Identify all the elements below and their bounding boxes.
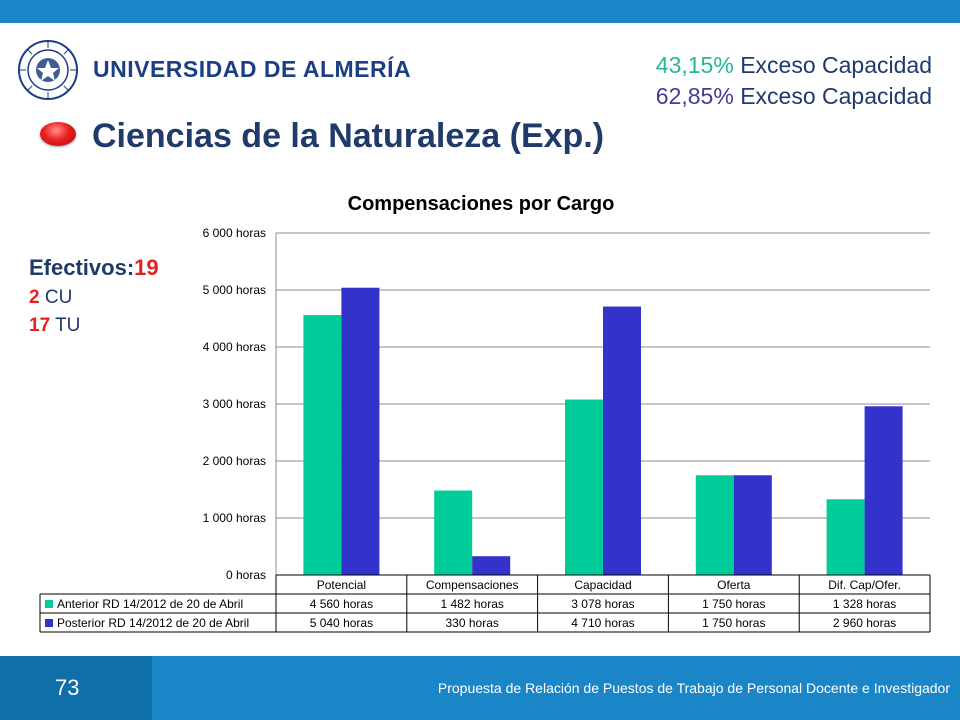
efectivos-total: 19	[134, 255, 159, 280]
exceso-line-2: 62,85% Exceso Capacidad	[655, 83, 932, 109]
efectivos-tu-label: TU	[50, 315, 81, 336]
chart-title-wrap: Compensaciones por Cargo	[0, 193, 960, 216]
y-tick-label: 6 000 horas	[203, 226, 266, 240]
efectivos-cu-label: CU	[39, 287, 73, 308]
footer-bar: 73 Propuesta de Relación de Puestos de T…	[0, 656, 960, 720]
legend-key-anterior	[45, 600, 53, 608]
footer-text: Propuesta de Relación de Puestos de Trab…	[437, 680, 950, 696]
y-tick-label: 2 000 horas	[203, 454, 266, 468]
y-tick-label: 4 000 horas	[203, 340, 266, 354]
category-label: Potencial	[317, 578, 366, 592]
data-label: 1 328 horas	[833, 597, 896, 611]
efectivos-cu-count: 2	[29, 287, 40, 308]
bar-anterior-2	[565, 399, 603, 575]
legend-label-anterior: Anterior RD 14/2012 de 20 de Abril	[57, 597, 243, 611]
category-label: Dif. Cap/Ofer.	[828, 578, 901, 592]
legend-label-posterior: Posterior RD 14/2012 de 20 de Abril	[57, 616, 249, 630]
y-tick-label: 3 000 horas	[203, 397, 266, 411]
slide-title: Ciencias de la Naturaleza (Exp.)	[92, 117, 605, 155]
top-bar	[0, 0, 960, 23]
bar-anterior-3	[695, 475, 734, 575]
bar-posterior-2	[603, 306, 641, 575]
category-label: Capacidad	[574, 578, 631, 592]
data-label: 5 040 horas	[310, 616, 373, 630]
bar-anterior-4	[826, 499, 865, 575]
exceso-line-1: 43,15% Exceso Capacidad	[655, 52, 932, 78]
category-label: Compensaciones	[426, 578, 519, 592]
university-logo	[18, 40, 78, 100]
y-tick-label: 1 000 horas	[203, 511, 266, 525]
exceso-capacidad-block: 43,15% Exceso Capacidad 62,85% Exceso Ca…	[656, 50, 932, 112]
y-tick-label: 0 horas	[226, 568, 266, 582]
bar-anterior-1	[434, 490, 473, 575]
bar-posterior-0	[341, 287, 380, 575]
bar-posterior-4	[864, 406, 903, 575]
bar-posterior-1	[472, 556, 511, 575]
efectivos-block: Efectivos:19 2 CU 17 TU	[29, 254, 159, 340]
chart-title: Compensaciones por Cargo	[347, 193, 615, 215]
category-label: Oferta	[717, 578, 751, 592]
data-label: 330 horas	[446, 616, 499, 630]
data-label: 4 560 horas	[310, 597, 373, 611]
university-name: UNIVERSIDAD DE ALMERÍA	[93, 56, 412, 82]
data-label: 2 960 horas	[833, 616, 896, 630]
efectivos-heading: Efectivos:	[29, 255, 135, 280]
data-label: 1 482 horas	[441, 597, 504, 611]
bar-anterior-0	[303, 315, 342, 575]
page-number-box: 73	[0, 656, 152, 720]
legend-key-posterior	[45, 619, 53, 627]
data-label: 3 078 horas	[571, 597, 634, 611]
y-tick-label: 5 000 horas	[203, 283, 266, 297]
red-bullet-icon	[40, 122, 76, 146]
data-label: 1 750 horas	[702, 616, 765, 630]
data-label: 4 710 horas	[571, 616, 634, 630]
efectivos-tu-count: 17	[29, 315, 51, 336]
page-number: 73	[55, 675, 80, 700]
data-label: 1 750 horas	[702, 597, 765, 611]
bar-posterior-3	[733, 475, 772, 575]
